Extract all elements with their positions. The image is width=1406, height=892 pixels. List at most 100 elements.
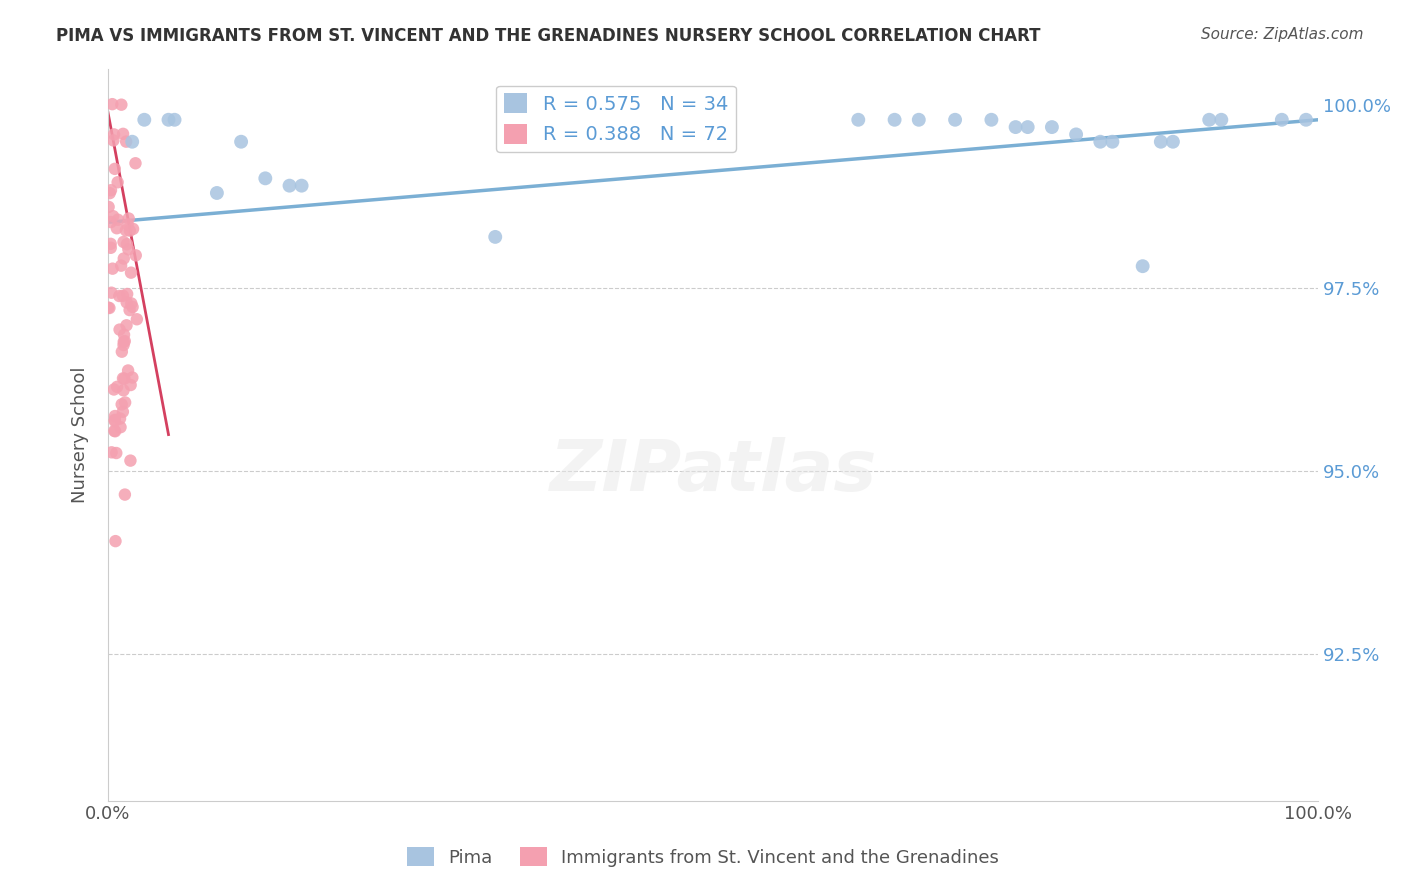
Point [111,405,134,419]
Point [121,370,143,384]
Point [104,161,127,176]
Point [105,446,128,460]
Point [107,175,129,189]
Point [943,112,966,127]
Point [111,371,134,385]
Point [110,97,132,112]
Point [1295,112,1317,127]
Point [112,372,135,386]
Point [120,266,142,280]
Text: PIMA VS IMMIGRANTS FROM ST. VINCENT AND THE GRENADINES NURSERY SCHOOL CORRELATIO: PIMA VS IMMIGRANTS FROM ST. VINCENT AND … [56,27,1040,45]
Point [254,171,277,186]
Point [108,323,131,337]
Point [118,303,141,318]
Point [229,135,252,149]
Point [112,252,135,266]
Point [205,186,228,200]
Point [115,237,138,252]
Point [100,445,122,459]
Point [120,378,142,392]
Point [104,414,127,428]
Point [120,453,142,467]
Point [114,395,136,409]
Point [110,420,132,434]
Point [883,112,905,127]
Point [103,424,125,438]
Point [1017,120,1039,134]
Point [101,261,124,276]
Point [484,230,506,244]
Point [115,223,138,237]
Point [101,209,124,223]
Point [125,248,148,262]
Point [1150,135,1173,149]
Point [110,259,132,273]
Point [163,112,186,127]
Point [103,133,125,147]
Point [105,221,128,235]
Point [120,296,142,310]
Point [115,287,138,301]
Legend: R = 0.575   N = 34, R = 0.388   N = 72: R = 0.575 N = 34, R = 0.388 N = 72 [496,86,737,152]
Legend: Pima, Immigrants from St. Vincent and the Grenadines: Pima, Immigrants from St. Vincent and th… [399,840,1007,874]
Point [1198,112,1220,127]
Point [134,112,156,127]
Point [111,397,134,411]
Point [100,241,122,255]
Point [112,334,135,349]
Point [97,301,120,315]
Point [157,112,180,127]
Point [117,218,139,232]
Point [117,363,139,377]
Point [125,312,148,326]
Point [1132,259,1154,273]
Point [1101,135,1123,149]
Point [115,318,138,333]
Point [98,301,121,315]
Point [112,327,135,342]
Point [1161,135,1184,149]
Point [104,424,127,438]
Point [1064,128,1087,142]
Point [1211,112,1233,127]
Point [104,534,127,549]
Point [278,178,301,193]
Point [111,344,134,359]
Point [98,186,121,201]
Point [112,235,135,249]
Point [114,334,136,348]
Point [112,384,135,398]
Point [108,411,131,425]
Point [115,295,138,310]
Point [101,97,124,112]
Point [103,128,125,142]
Point [122,222,145,236]
Point [107,212,129,227]
Point [1090,135,1112,149]
Point [291,178,314,193]
Point [1040,120,1063,134]
Point [104,409,127,423]
Point [115,135,138,149]
Point [121,135,143,149]
Point [105,380,128,394]
Point [103,383,125,397]
Point [124,156,146,170]
Point [112,127,135,141]
Point [1271,112,1294,127]
Point [118,211,141,226]
Point [112,338,135,352]
Point [100,183,122,197]
Point [108,289,131,303]
Point [104,413,127,427]
Point [907,112,929,127]
Text: ZIPatlas: ZIPatlas [550,437,877,506]
Y-axis label: Nursery School: Nursery School [72,367,89,503]
Point [581,112,603,127]
Point [114,487,136,501]
Point [980,112,1002,127]
Point [118,224,141,238]
Point [111,289,134,303]
Point [117,243,139,257]
Point [100,215,122,229]
